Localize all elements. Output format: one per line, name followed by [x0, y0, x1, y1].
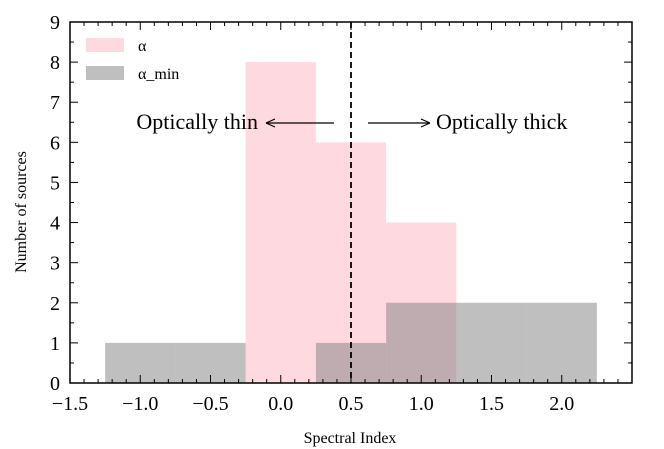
y-axis-label: Number of sources: [13, 151, 30, 273]
tick-labels: −1.5 −1.0 −0.5 0.0 0.5 1.0 1.5 2.0 0 1 2 3 4 5 6 7 8 9: [50, 12, 574, 415]
bar-series1-bin5: [456, 302, 527, 383]
y-tick-label: 3: [50, 253, 60, 275]
y-tick-label: 6: [50, 132, 60, 154]
y-tick-label: 8: [50, 52, 60, 74]
legend-label-alpha-min: α_min: [138, 66, 179, 83]
y-tick-label: 4: [50, 213, 60, 235]
arrow-left-head: [265, 118, 276, 128]
bar-series1-bin4: [386, 302, 457, 383]
x-axis-label: Spectral Index: [304, 430, 397, 447]
x-tick-label: −1.5: [52, 393, 88, 415]
bar-series1-bin6: [526, 302, 597, 383]
y-tick-label: 0: [50, 373, 60, 395]
x-tick-label: 1.5: [479, 393, 504, 415]
x-tick-label: 2.0: [549, 393, 574, 415]
x-tick-label: 0.0: [268, 393, 293, 415]
arrow-right-head: [420, 118, 431, 128]
x-tick-label: 1.0: [409, 393, 434, 415]
x-tick-label: 0.5: [339, 393, 364, 415]
legend: α α_min: [86, 38, 179, 83]
legend-swatch-alpha-min: [86, 66, 124, 80]
y-tick-label: 1: [50, 333, 60, 355]
x-tick-label: −0.5: [192, 393, 228, 415]
y-tick-label: 9: [50, 12, 60, 34]
bar-series0-bin0: [245, 62, 316, 383]
annotation-optically-thin: Optically thin: [136, 109, 258, 134]
plot-frame: [69, 21, 633, 384]
y-tick-label: 7: [50, 92, 60, 114]
y-tick-label: 2: [50, 293, 60, 315]
annotations: Optically thin Optically thick: [136, 109, 567, 134]
y-tick-label: 5: [50, 172, 60, 194]
legend-label-alpha: α: [138, 38, 147, 55]
legend-swatch-alpha: [86, 38, 124, 52]
annotation-optically-thick: Optically thick: [436, 109, 567, 134]
x-tick-label: −1.0: [122, 393, 158, 415]
